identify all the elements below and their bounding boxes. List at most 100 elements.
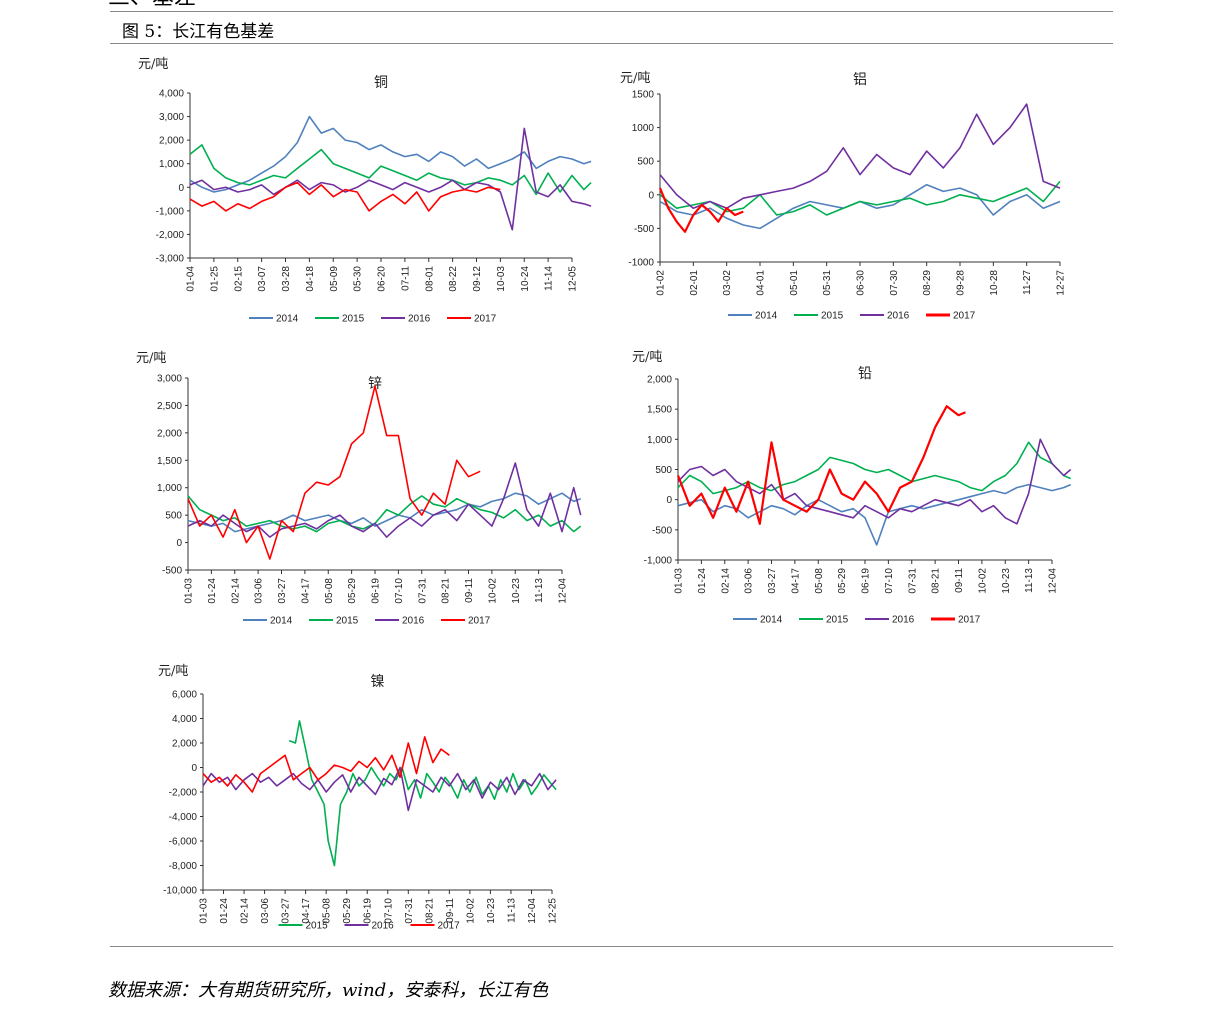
legend-label-2016: 2016 xyxy=(892,615,915,626)
y-tick-label: 0 xyxy=(648,190,654,201)
bottom-rule xyxy=(110,946,1113,947)
x-tick-label: 07-31 xyxy=(417,578,428,604)
legend-label-2016: 2016 xyxy=(402,616,425,627)
x-tick-label: 03-06 xyxy=(254,578,265,604)
x-tick-label: 08-29 xyxy=(922,270,933,296)
series-line-2014 xyxy=(187,492,581,533)
x-tick-label: 05-08 xyxy=(814,568,825,594)
x-tick-label: 01-03 xyxy=(184,578,195,604)
copper-basis-chart: 铜 元/吨 -3,000 -2,000 -1,000 0 1,000 2,000 3,000 4,… xyxy=(138,57,592,325)
y-tick-label: 2,000 xyxy=(172,739,197,750)
series-line-2014 xyxy=(659,183,1061,230)
x-tick-label: 10-02 xyxy=(487,578,498,604)
y-tick-label: 0 xyxy=(176,538,182,549)
x-tick-label: 05-08 xyxy=(324,578,335,604)
x-tick-label: 08-01 xyxy=(424,266,435,292)
unit-label: 元/吨 xyxy=(138,57,168,72)
y-tick-label: -1,000 xyxy=(644,556,673,567)
x-tick-label: 12-27 xyxy=(1056,270,1067,296)
series-line-2015 xyxy=(288,720,557,867)
top-rule xyxy=(110,11,1113,12)
legend-label-2014: 2014 xyxy=(760,615,783,626)
series-line-2014 xyxy=(677,483,1072,546)
y-tick-label: 1,500 xyxy=(157,456,182,467)
y-tick-label: 4,000 xyxy=(159,89,184,100)
legend-label-2015: 2015 xyxy=(336,616,359,627)
series-line-2017 xyxy=(187,385,481,560)
title-rule xyxy=(110,43,1113,44)
x-tick-label: 11-13 xyxy=(1024,568,1035,593)
x-tick-label: 11-14 xyxy=(544,266,555,291)
x-tick-label: 07-10 xyxy=(383,898,394,924)
unit-label: 元/吨 xyxy=(158,664,188,679)
x-tick-label: 09-11 xyxy=(445,898,456,923)
y-tick-label: 2,500 xyxy=(157,401,182,412)
section-heading: 三、基差 xyxy=(108,0,196,10)
x-tick-label: 10-23 xyxy=(486,898,497,924)
x-tick-label: 03-06 xyxy=(260,898,271,924)
y-tick-label: -500 xyxy=(652,525,672,536)
x-tick-label: 10-23 xyxy=(1001,568,1012,594)
x-tick-label: 10-28 xyxy=(989,270,1000,296)
x-tick-label: 06-20 xyxy=(377,266,388,292)
chart-title: 镍 xyxy=(371,674,385,690)
x-tick-label: 12-05 xyxy=(568,266,579,292)
x-tick-label: 06-19 xyxy=(371,578,382,604)
x-tick-label: 12-04 xyxy=(527,898,538,924)
x-tick-label: 12-04 xyxy=(1048,568,1059,594)
y-tick-label: 500 xyxy=(655,465,672,476)
x-tick-label: 05-08 xyxy=(322,898,333,924)
y-tick-label: 1,000 xyxy=(647,435,672,446)
legend-label-2017: 2017 xyxy=(958,615,981,626)
x-tick-label: 07-11 xyxy=(400,266,411,291)
chart-title: 铜 xyxy=(374,75,388,91)
x-tick-label: 02-14 xyxy=(230,578,241,604)
y-tick-label: -2,000 xyxy=(156,230,185,241)
x-tick-label: 12-25 xyxy=(548,898,559,924)
legend-label-2014: 2014 xyxy=(276,314,299,325)
series-line-2016 xyxy=(677,438,1072,525)
series-line-2015 xyxy=(659,180,1061,216)
x-tick-label: 05-30 xyxy=(353,266,364,292)
x-tick-label: 06-19 xyxy=(861,568,872,594)
x-tick-label: 11-27 xyxy=(1022,270,1033,295)
series-line-2017 xyxy=(658,187,744,233)
chart-title: 锌 xyxy=(368,376,382,392)
x-tick-label: 04-18 xyxy=(305,266,316,292)
y-tick-label: 500 xyxy=(637,157,654,168)
y-tick-label: -1000 xyxy=(628,258,654,269)
zinc-basis-chart: 锌 元/吨 -500 0 500 1,000 1,500 2,000 2,500 3,000 01-… xyxy=(136,351,582,627)
x-tick-label: 02-01 xyxy=(689,270,700,296)
x-tick-label: 09-28 xyxy=(956,270,967,296)
series-line-2015 xyxy=(677,441,1072,495)
y-tick-label: -8,000 xyxy=(169,861,198,872)
y-tick-label: 1000 xyxy=(632,123,655,134)
x-tick-label: 08-21 xyxy=(931,568,942,594)
x-tick-label: 02-14 xyxy=(720,568,731,594)
series-line-2015 xyxy=(189,144,592,196)
figure-title: 图 5：长江有色基差 xyxy=(122,22,275,42)
x-tick-label: 03-06 xyxy=(744,568,755,594)
x-tick-label: 05-29 xyxy=(347,578,358,604)
x-tick-label: 03-07 xyxy=(257,266,268,292)
x-tick-label: 07-30 xyxy=(889,270,900,296)
x-tick-label: 01-03 xyxy=(199,898,210,924)
x-tick-label: 05-29 xyxy=(342,898,353,924)
legend-label-2014: 2014 xyxy=(755,311,778,322)
x-tick-label: 07-31 xyxy=(907,568,918,594)
x-tick-label: 02-14 xyxy=(240,898,251,924)
x-tick-label: 05-29 xyxy=(837,568,848,594)
x-tick-label: 06-30 xyxy=(856,270,867,296)
x-tick-label: 01-24 xyxy=(219,898,230,924)
x-tick-label: 06-19 xyxy=(363,898,374,924)
x-tick-label: 04-17 xyxy=(301,898,312,924)
y-tick-label: 2,000 xyxy=(159,136,184,147)
x-tick-label: 11-13 xyxy=(534,578,545,603)
series-line-2017 xyxy=(676,405,966,525)
y-tick-label: 1,500 xyxy=(647,405,672,416)
x-tick-label: 01-24 xyxy=(207,578,218,604)
x-tick-label: 12-04 xyxy=(558,578,569,604)
x-tick-label: 01-24 xyxy=(697,568,708,594)
y-tick-label: -1,000 xyxy=(156,206,185,217)
y-tick-label: 1500 xyxy=(632,90,655,101)
